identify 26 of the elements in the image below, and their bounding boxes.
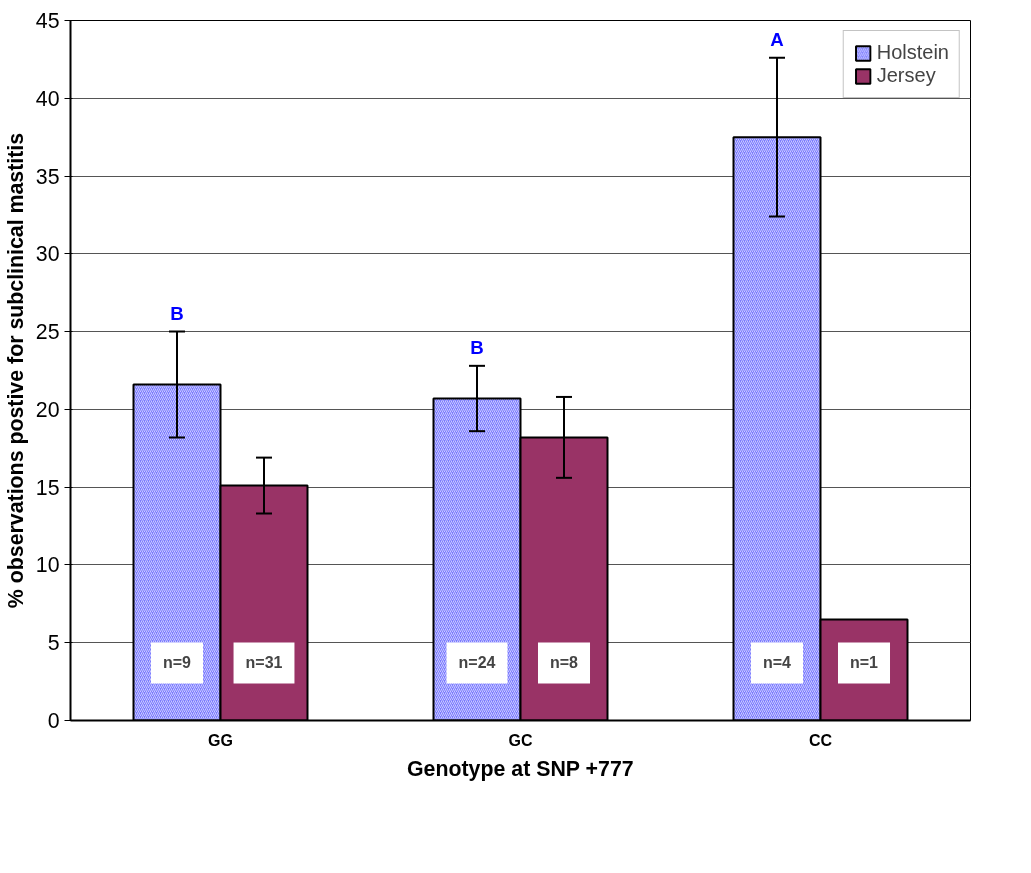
x-axis-title: Genotype at SNP +777 [407, 756, 634, 781]
x-tick-label: GG [208, 731, 233, 749]
annotation: n=24 [458, 654, 496, 672]
y-tick-label: 25 [35, 320, 60, 345]
annotation: n=8 [549, 654, 579, 672]
annotation: B [470, 337, 484, 359]
y-tick-label: 30 [35, 242, 60, 267]
y-tick-label: 35 [35, 164, 60, 189]
annotation: n=9 [162, 654, 192, 672]
legend-label: Holstein [876, 41, 949, 64]
annotation: A [770, 29, 784, 51]
legend-label: Jersey [876, 64, 936, 87]
annotation: n=4 [762, 654, 792, 672]
annotation: n=1 [849, 654, 879, 672]
x-tick-label: CC [808, 731, 833, 749]
y-tick-label: 20 [35, 397, 60, 422]
y-tick-label: 10 [35, 553, 60, 578]
x-tick-label: GC [508, 731, 533, 749]
y-tick-label: 45 [35, 9, 60, 33]
annotation: B [170, 303, 184, 325]
y-axis-title: % observations postive for subclinical mastitis [3, 132, 28, 609]
y-tick-label: 15 [35, 475, 60, 500]
y-tick-label: 5 [47, 631, 60, 656]
y-tick-label: 40 [35, 86, 60, 111]
annotation: n=31 [245, 654, 283, 672]
y-tick-label: 0 [47, 709, 60, 733]
